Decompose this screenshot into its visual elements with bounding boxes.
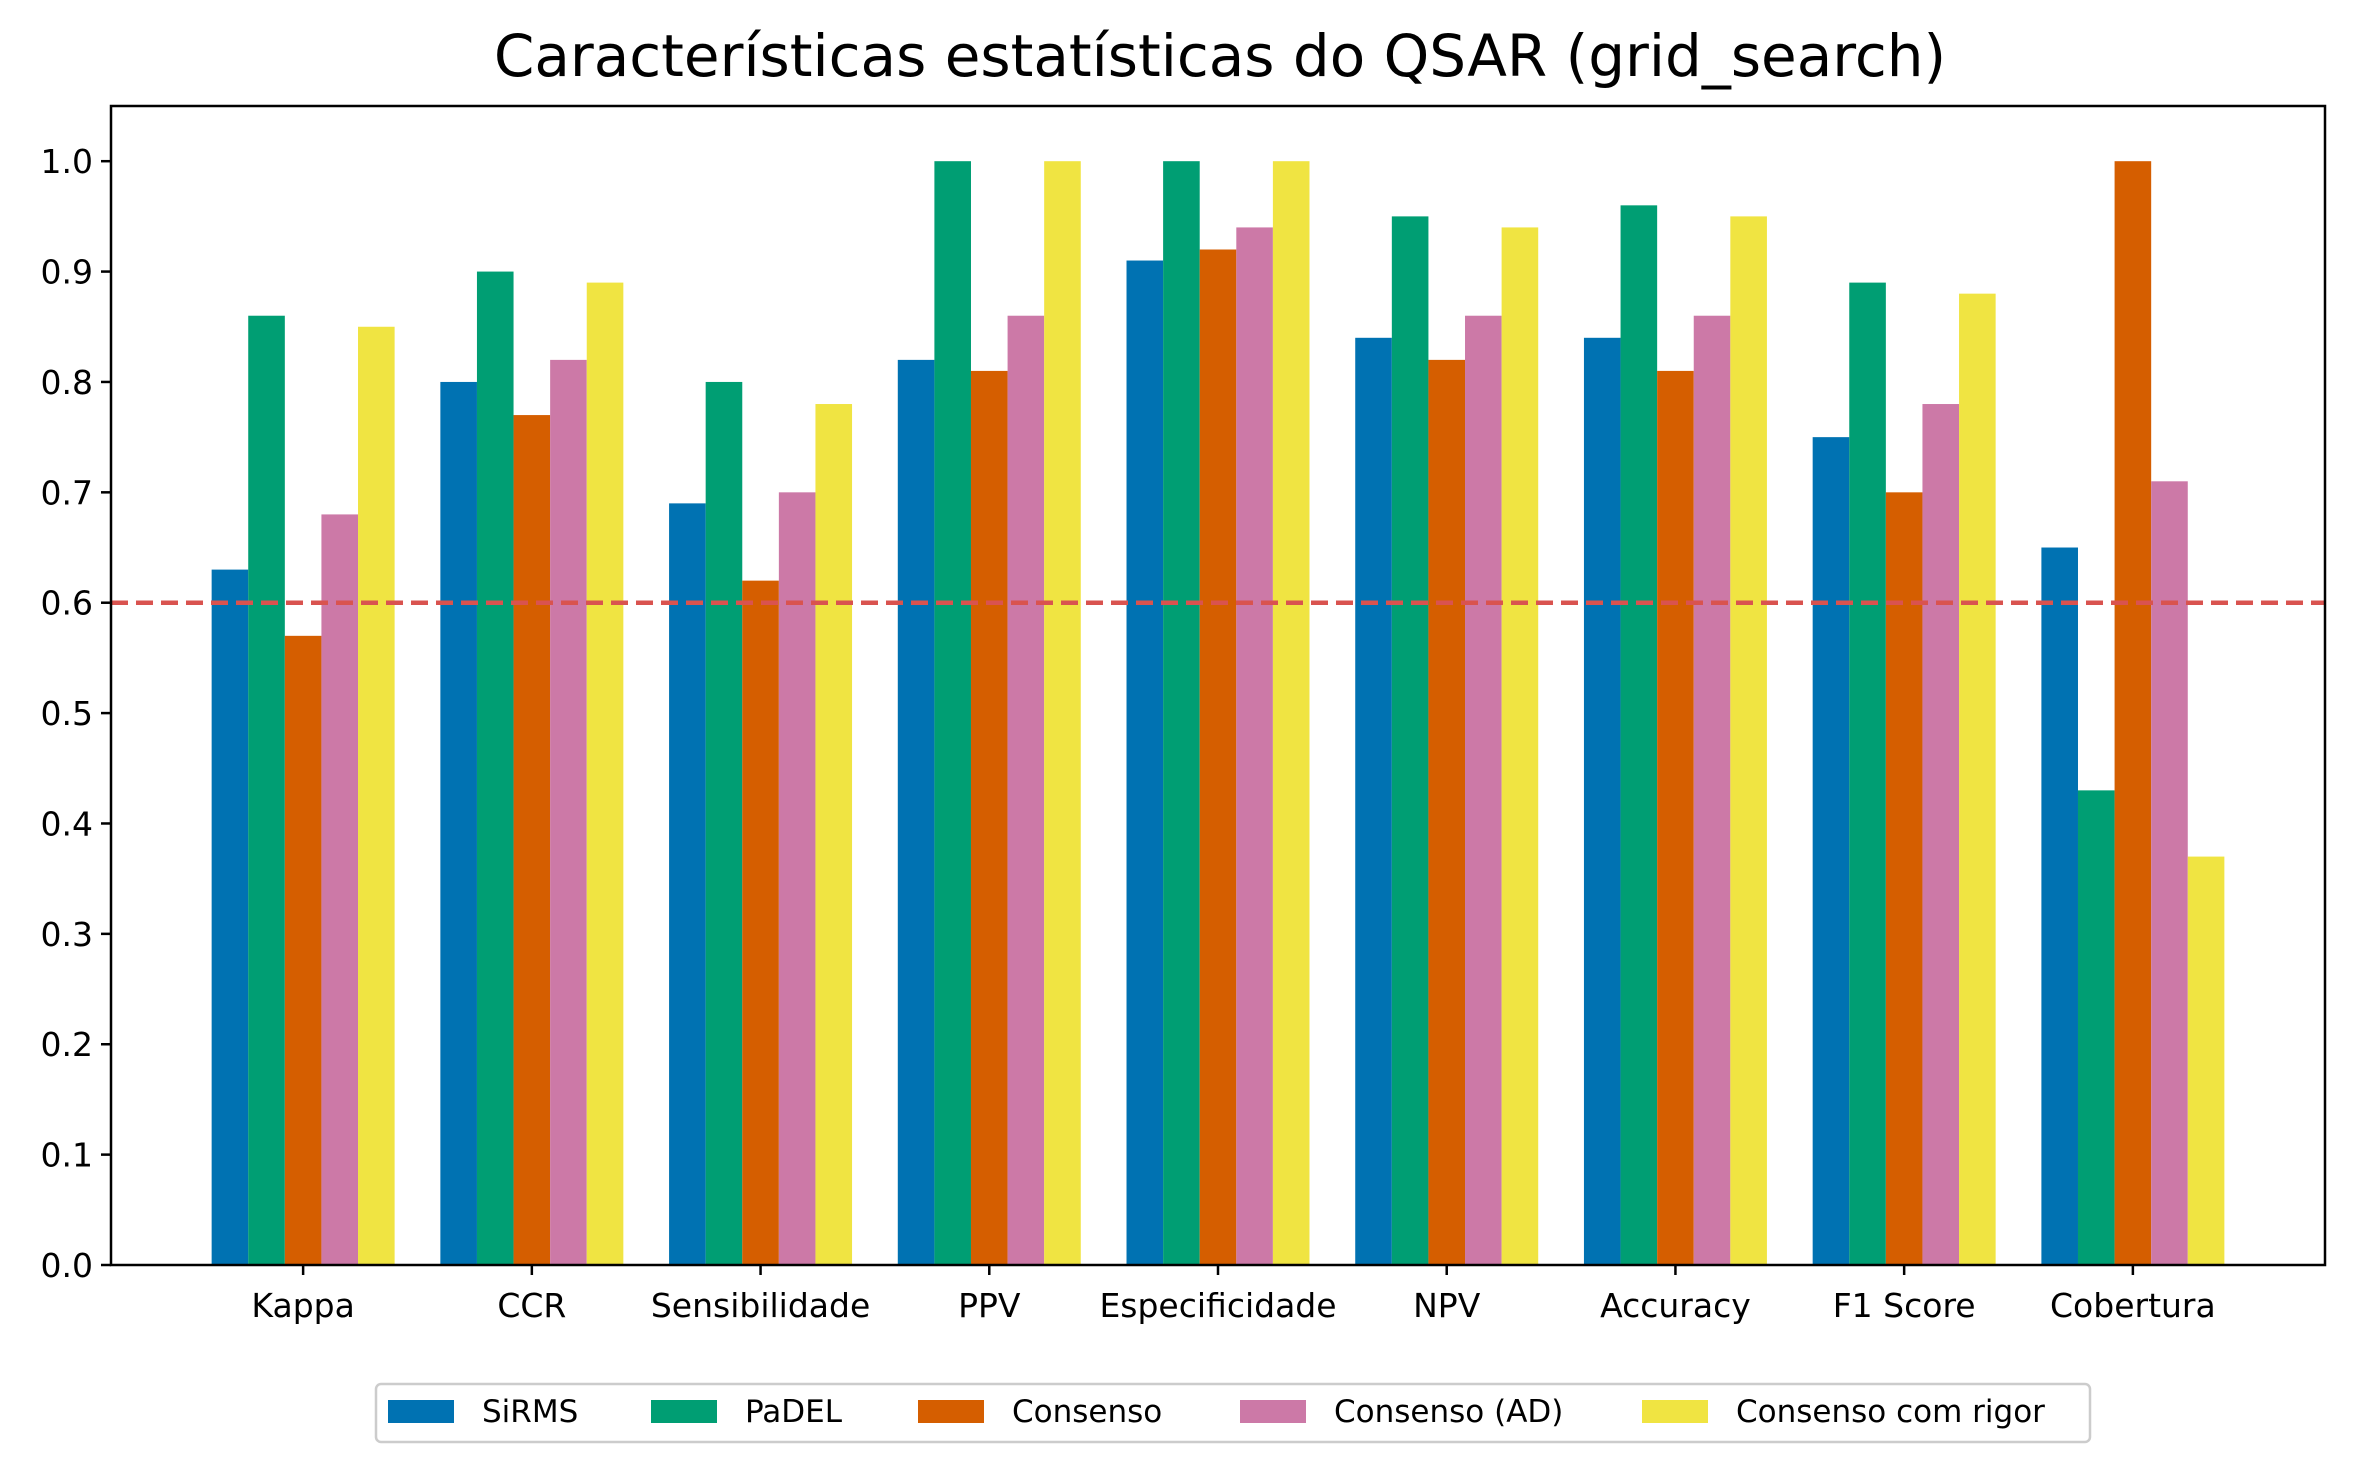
legend-swatch	[388, 1400, 454, 1423]
bar-consenso-ccr	[513, 415, 551, 1265]
y-tick-label: 0.1	[41, 1136, 93, 1175]
y-tick-label: 0.4	[41, 804, 93, 843]
legend-label: PaDEL	[745, 1394, 843, 1430]
bar-consenso-kappa	[284, 635, 322, 1265]
x-tick-label: CCR	[497, 1286, 566, 1325]
bar-consenso-ad--sensibilidade	[778, 492, 816, 1266]
x-tick-label: Accuracy	[1600, 1286, 1751, 1325]
legend-frame	[374, 1382, 2092, 1444]
y-axis: 0.0 0.1 0.2 0.3 0.4 0.5 0.6 0.7 0.8 0.9 1.0	[41, 142, 111, 1285]
bar-consenso-ad--npv	[1465, 315, 1502, 1266]
bar-padel-accuracy	[1620, 205, 1658, 1266]
x-tick-label: Sensibilidade	[651, 1286, 870, 1325]
y-tick-label: 0.3	[41, 915, 93, 954]
x-tick-label: F1 Score	[1833, 1286, 1976, 1325]
y-tick-label: 0.8	[41, 363, 93, 402]
x-tick-label: Kappa	[251, 1286, 354, 1325]
bar-padel-ppv	[934, 161, 971, 1266]
y-tick-label: 0.9	[41, 253, 93, 292]
bar-sirms-ccr	[440, 381, 477, 1265]
bar-consenso-com-rigor-npv	[1501, 227, 1539, 1265]
bar-consenso-ppv	[970, 370, 1008, 1265]
y-tick-label: 0.5	[41, 694, 93, 733]
bar-consenso-sensibilidade	[742, 580, 779, 1265]
legend-swatch	[918, 1400, 984, 1423]
x-tick-label: Especificidade	[1099, 1286, 1336, 1325]
y-tick-label: 0.2	[41, 1025, 93, 1064]
chart-title: Características estatísticas do QSAR (gr…	[494, 22, 1946, 90]
bar-consenso-ad--ccr	[550, 359, 587, 1265]
bar-padel-f1-score	[1849, 282, 1886, 1265]
bar-consenso-com-rigor-ccr	[586, 282, 624, 1265]
legend: SiRMS PaDEL Consenso Consenso (AD) Consenso …	[374, 1382, 2092, 1444]
bar-consenso-com-rigor-cobertura	[2187, 856, 2225, 1265]
legend-swatch	[1642, 1400, 1708, 1423]
bar-padel-kappa	[248, 315, 285, 1266]
bar-consenso-npv	[1428, 359, 1466, 1265]
legend-label: SiRMS	[482, 1394, 578, 1430]
bar-padel-npv	[1391, 216, 1429, 1265]
bar-sirms-kappa	[211, 569, 249, 1265]
legend-label: Consenso	[1012, 1394, 1162, 1430]
bar-consenso-com-rigor-especificidade	[1272, 161, 1310, 1266]
bar-consenso-com-rigor-kappa	[358, 326, 395, 1265]
bar-consenso-com-rigor-f1-score	[1959, 293, 1996, 1265]
legend-swatch	[1240, 1400, 1306, 1423]
bar-consenso-ad--kappa	[321, 514, 359, 1265]
x-axis: Kappa CCR Sensibilidade PPV Especificidade NP…	[251, 1265, 2216, 1325]
y-tick-label: 0.6	[41, 584, 93, 623]
bar-padel-ccr	[476, 271, 514, 1265]
bar-sirms-npv	[1355, 337, 1392, 1265]
legend-label: Consenso (AD)	[1334, 1394, 1563, 1430]
bar-sirms-especificidade	[1126, 260, 1164, 1265]
bar-padel-sensibilidade	[705, 381, 743, 1265]
legend-swatch	[651, 1400, 717, 1423]
y-tick-label: 1.0	[41, 142, 93, 181]
x-tick-label: PPV	[958, 1286, 1021, 1325]
x-tick-label: NPV	[1413, 1286, 1481, 1325]
bar-consenso-com-rigor-accuracy	[1730, 216, 1767, 1265]
bar-consenso-ad--ppv	[1007, 315, 1045, 1266]
bar-sirms-accuracy	[1583, 337, 1621, 1265]
bar-sirms-ppv	[897, 359, 935, 1265]
bar-sirms-f1-score	[1812, 437, 1850, 1265]
bar-consenso-ad--especificidade	[1236, 227, 1273, 1265]
bar-consenso-com-rigor-sensibilidade	[815, 404, 853, 1265]
bar-sirms-cobertura	[2041, 547, 2078, 1265]
bar-consenso-ad--accuracy	[1693, 315, 1731, 1266]
bar-consenso-com-rigor-ppv	[1044, 161, 1081, 1266]
y-tick-label: 0.0	[41, 1246, 93, 1285]
bar-consenso-ad--f1-score	[1922, 404, 1960, 1265]
bar-consenso-accuracy	[1657, 370, 1694, 1265]
legend-label: Consenso com rigor	[1736, 1394, 2045, 1430]
bar-consenso-especificidade	[1199, 249, 1237, 1265]
bars-layer	[211, 161, 2225, 1266]
bar-padel-especificidade	[1163, 161, 1200, 1266]
bar-consenso-ad--cobertura	[2151, 481, 2188, 1265]
x-tick-label: Cobertura	[2050, 1286, 2216, 1325]
bar-consenso-f1-score	[1885, 492, 1923, 1266]
y-tick-label: 0.7	[41, 473, 93, 512]
bar-consenso-cobertura	[2114, 161, 2152, 1266]
bar-padel-cobertura	[2077, 790, 2115, 1265]
bar-sirms-sensibilidade	[669, 503, 706, 1265]
